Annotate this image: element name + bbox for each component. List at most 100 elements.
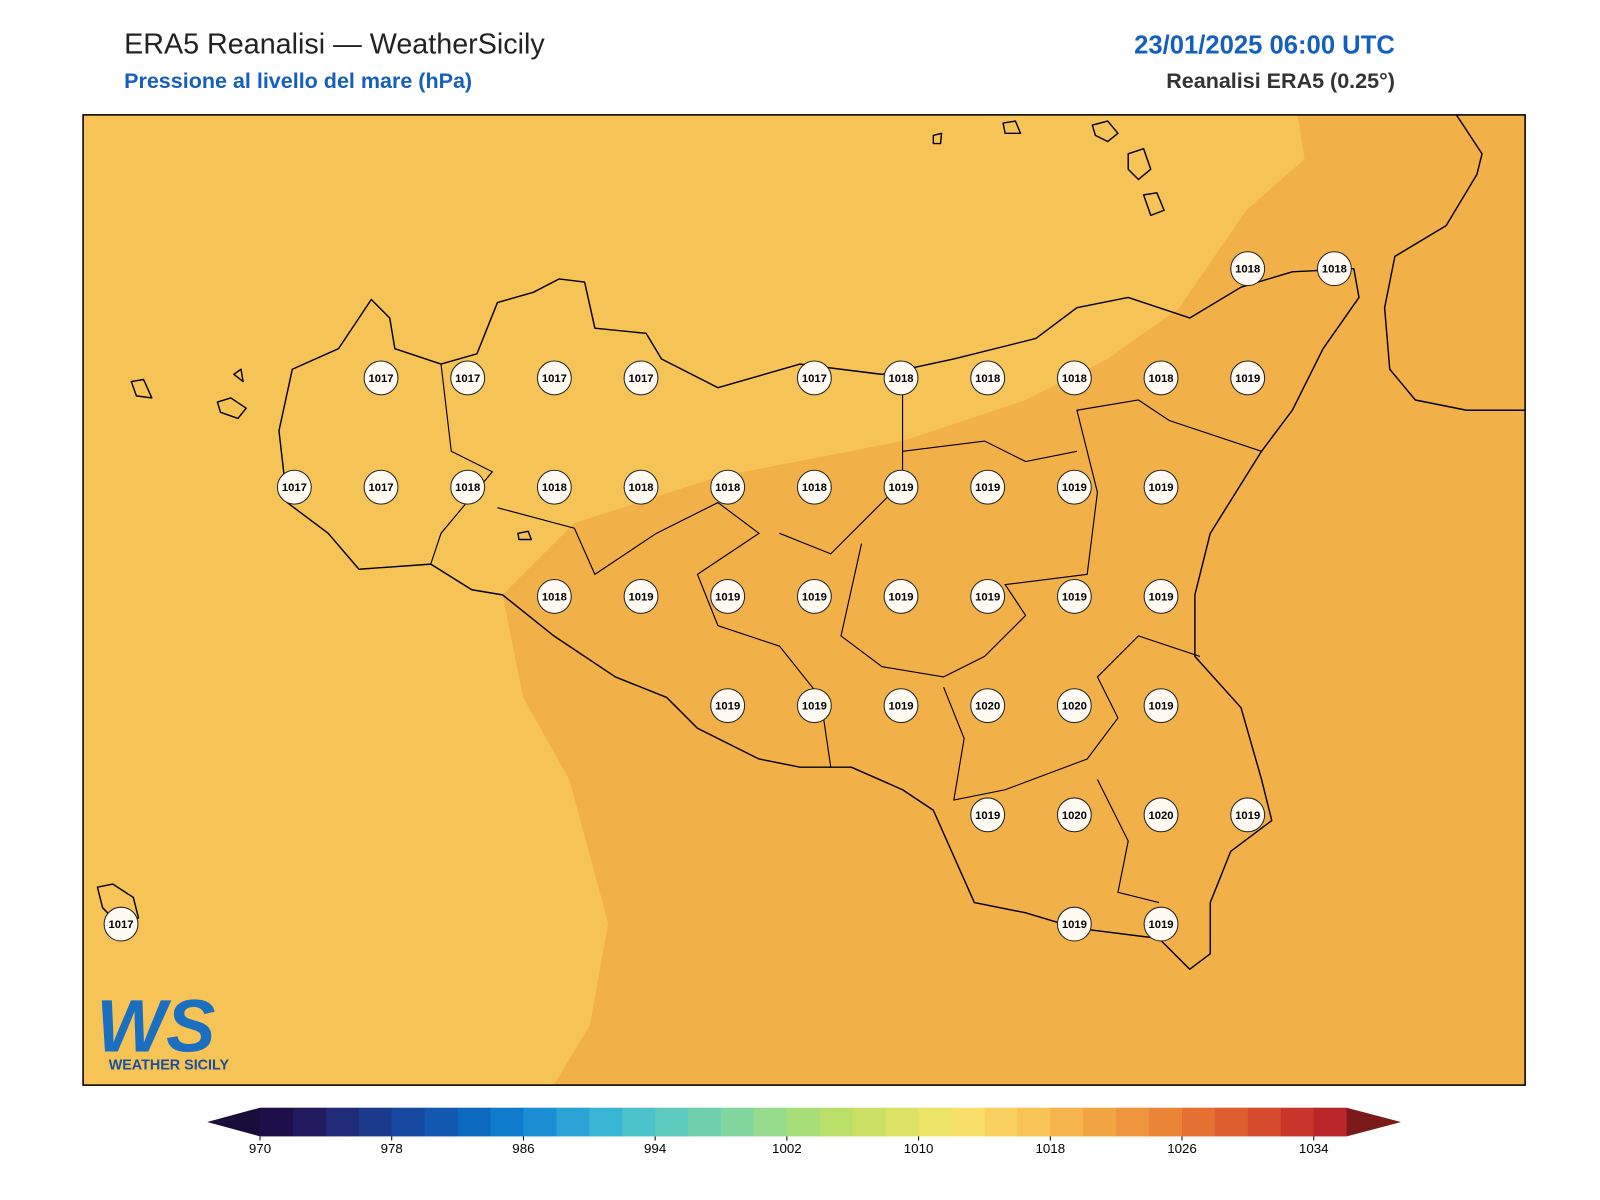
- label-bubble: [536, 360, 572, 396]
- pressure-label: 1018: [1062, 373, 1087, 385]
- pressure-label: 1018: [802, 482, 827, 494]
- pressure-label: 1019: [1235, 810, 1260, 822]
- label-bubble: [883, 578, 919, 614]
- label-bubble: [1056, 688, 1092, 724]
- pressure-label: 1019: [1062, 919, 1087, 931]
- label-bubble: [363, 360, 399, 396]
- label-bubble: [1143, 906, 1179, 942]
- pressure-labels: 1018 1018 1017 1017 1017 1017 1017 1018 1018 1018…: [103, 251, 1352, 942]
- colorbar-tick-label: 978: [381, 1141, 403, 1156]
- colorbar-tick-label: 994: [644, 1141, 667, 1156]
- colorbar-under: [207, 1107, 260, 1137]
- pressure-label: 1019: [1148, 591, 1173, 603]
- pressure-label: 1019: [888, 701, 913, 713]
- colorbar-segment: [1149, 1107, 1183, 1137]
- colorbar-segment: [655, 1107, 689, 1137]
- label-bubble: [276, 469, 312, 505]
- label-bubble: [623, 360, 659, 396]
- label-bubble: [796, 469, 832, 505]
- colorbar-segment: [1280, 1107, 1315, 1137]
- label-bubble: [1143, 578, 1179, 614]
- label-bubble: [970, 578, 1006, 614]
- label-bubble: [1230, 797, 1266, 833]
- label-bubble: [883, 469, 919, 505]
- label-bubble: [796, 360, 832, 396]
- pressure-label: 1019: [802, 591, 827, 603]
- pressure-label: 1017: [542, 373, 567, 385]
- label-bubble: [1143, 688, 1179, 724]
- colorbar-segment: [1214, 1107, 1249, 1137]
- label-bubble: [1056, 797, 1092, 833]
- pressure-label: 1018: [1148, 373, 1173, 385]
- pressure-label: 1020: [1062, 701, 1087, 713]
- label-bubble: [1056, 469, 1092, 505]
- label-bubble: [796, 688, 832, 724]
- label-bubble: [710, 688, 746, 724]
- pressure-label: 1019: [888, 591, 913, 603]
- pressure-label: 1019: [628, 591, 653, 603]
- province-borders: [430, 364, 1262, 904]
- title: ERA5 Reanalisi — WeatherSicily: [124, 28, 545, 60]
- pressure-label: 1018: [455, 482, 480, 494]
- pressure-label: 1019: [1148, 482, 1173, 494]
- label-bubble: [710, 578, 746, 614]
- colorbar-segment: [556, 1107, 590, 1137]
- pressure-label: 1018: [888, 373, 913, 385]
- label-bubble: [1056, 578, 1092, 614]
- pressure-label: 1018: [1322, 264, 1347, 276]
- label-bubble: [623, 578, 659, 614]
- pressure-label: 1018: [715, 482, 740, 494]
- colorbar-tick-label: 986: [512, 1141, 534, 1156]
- label-bubble: [1056, 360, 1092, 396]
- sicily-coast: [278, 267, 1360, 970]
- pressure-label: 1020: [1062, 810, 1087, 822]
- pressure-label: 1017: [282, 482, 307, 494]
- colorbar-segment: [819, 1107, 854, 1137]
- label-bubble: [536, 578, 572, 614]
- pressure-label: 1019: [1062, 591, 1087, 603]
- datetime: 23/01/2025 06:00 UTC: [1134, 31, 1395, 59]
- colorbar-segment: [1083, 1107, 1117, 1137]
- pressure-label: 1019: [802, 701, 827, 713]
- colorbar-segment: [951, 1107, 985, 1137]
- pressure-label: 1020: [975, 701, 1000, 713]
- label-bubble: [970, 797, 1006, 833]
- field-high: [502, 114, 1526, 1086]
- pressure-label: 1019: [975, 591, 1000, 603]
- colorbar-segment: [1182, 1107, 1216, 1137]
- colorbar-segment: [688, 1107, 722, 1137]
- map: 1018 1018 1017 1017 1017 1017 1017 1018 1018 1018…: [82, 114, 1526, 1086]
- colorbar-segment: [852, 1107, 887, 1137]
- colorbar: 970 978 986 994 1002 1010 1018 1026 1034: [207, 1107, 1402, 1156]
- label-bubble: [623, 469, 659, 505]
- pressure-label: 1017: [368, 482, 393, 494]
- label-bubble: [970, 688, 1006, 724]
- colorbar-tick-label: 1034: [1299, 1141, 1329, 1156]
- pressure-label: 1017: [628, 373, 653, 385]
- pressure-label: 1020: [1148, 810, 1173, 822]
- colorbar-segment: [622, 1107, 656, 1137]
- label-bubble: [363, 469, 399, 505]
- colorbar-segment: [885, 1107, 920, 1137]
- colorbar-segment: [490, 1107, 524, 1137]
- colorbar-segment: [721, 1107, 755, 1137]
- label-bubble: [710, 469, 746, 505]
- pressure-label: 1018: [975, 373, 1000, 385]
- colorbar-tick-label: 1010: [904, 1141, 934, 1156]
- pressure-label: 1018: [542, 591, 567, 603]
- colorbar-segment: [786, 1107, 821, 1137]
- pressure-label: 1019: [715, 701, 740, 713]
- label-bubble: [1056, 906, 1092, 942]
- colorbar-segment: [424, 1107, 459, 1137]
- colorbar-tick-label: 1002: [772, 1141, 802, 1156]
- label-bubble: [536, 469, 572, 505]
- label-bubble: [883, 688, 919, 724]
- colorbar-segment: [1050, 1107, 1084, 1137]
- colorbar-segment: [918, 1107, 953, 1137]
- label-bubble: [970, 469, 1006, 505]
- source: Reanalisi ERA5 (0.25°): [1166, 69, 1395, 93]
- label-bubble: [450, 360, 486, 396]
- pressure-label: 1018: [1235, 264, 1260, 276]
- colorbar-over: [1346, 1107, 1402, 1137]
